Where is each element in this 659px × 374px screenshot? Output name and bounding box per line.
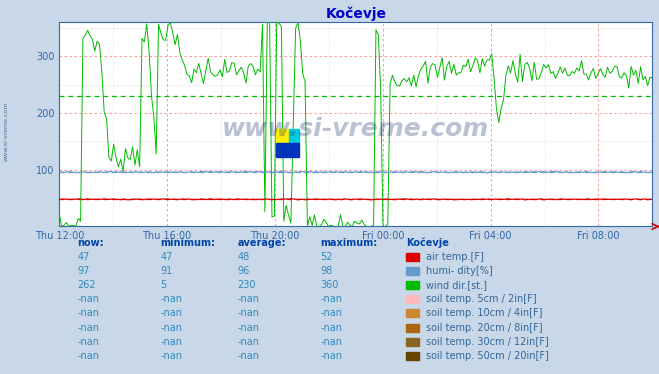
Bar <box>275 129 289 143</box>
Bar <box>406 324 419 332</box>
Text: minimum:: minimum: <box>160 237 215 248</box>
Text: -nan: -nan <box>320 294 342 304</box>
Text: average:: average: <box>237 237 286 248</box>
Text: -nan: -nan <box>77 294 99 304</box>
Text: -nan: -nan <box>320 309 342 318</box>
Bar <box>289 129 299 143</box>
Text: -nan: -nan <box>160 351 182 361</box>
Bar <box>406 309 419 318</box>
Text: 48: 48 <box>237 252 250 262</box>
Text: www.si-vreme.com: www.si-vreme.com <box>222 117 490 141</box>
Text: -nan: -nan <box>237 309 259 318</box>
Text: -nan: -nan <box>237 323 259 332</box>
Bar <box>406 338 419 346</box>
Bar <box>406 267 419 275</box>
Text: 5: 5 <box>160 280 166 290</box>
Text: now:: now: <box>77 237 103 248</box>
Text: maximum:: maximum: <box>320 237 378 248</box>
Text: wind dir.[st.]: wind dir.[st.] <box>426 280 488 290</box>
Text: -nan: -nan <box>320 337 342 347</box>
Text: -nan: -nan <box>160 309 182 318</box>
Text: -nan: -nan <box>320 351 342 361</box>
Text: 360: 360 <box>320 280 339 290</box>
Text: 230: 230 <box>237 280 256 290</box>
Text: 96: 96 <box>237 266 250 276</box>
Text: humi- dity[%]: humi- dity[%] <box>426 266 493 276</box>
Text: soil temp. 50cm / 20in[F]: soil temp. 50cm / 20in[F] <box>426 351 550 361</box>
Text: www.si-vreme.com: www.si-vreme.com <box>3 101 9 161</box>
Text: -nan: -nan <box>160 337 182 347</box>
Text: soil temp. 20cm / 8in[F]: soil temp. 20cm / 8in[F] <box>426 323 543 332</box>
Bar <box>406 295 419 303</box>
Bar <box>406 281 419 289</box>
Text: -nan: -nan <box>237 294 259 304</box>
Text: 91: 91 <box>160 266 173 276</box>
Text: -nan: -nan <box>77 337 99 347</box>
Text: soil temp. 10cm / 4in[F]: soil temp. 10cm / 4in[F] <box>426 309 543 318</box>
Text: 52: 52 <box>320 252 333 262</box>
Text: -nan: -nan <box>77 309 99 318</box>
Text: soil temp. 30cm / 12in[F]: soil temp. 30cm / 12in[F] <box>426 337 549 347</box>
Text: -nan: -nan <box>160 294 182 304</box>
Bar <box>406 253 419 261</box>
Text: air temp.[F]: air temp.[F] <box>426 252 484 262</box>
Text: -nan: -nan <box>237 337 259 347</box>
Text: 47: 47 <box>160 252 173 262</box>
Bar <box>406 352 419 360</box>
Bar <box>275 142 299 157</box>
Text: -nan: -nan <box>320 323 342 332</box>
Text: 262: 262 <box>77 280 96 290</box>
Title: Kočevje: Kočevje <box>326 7 386 21</box>
Text: Kočevje: Kočevje <box>406 237 449 248</box>
Text: -nan: -nan <box>77 323 99 332</box>
Text: 47: 47 <box>77 252 90 262</box>
Text: -nan: -nan <box>160 323 182 332</box>
Text: -nan: -nan <box>77 351 99 361</box>
Text: 98: 98 <box>320 266 333 276</box>
Text: 97: 97 <box>77 266 90 276</box>
Text: -nan: -nan <box>237 351 259 361</box>
Text: soil temp. 5cm / 2in[F]: soil temp. 5cm / 2in[F] <box>426 294 537 304</box>
